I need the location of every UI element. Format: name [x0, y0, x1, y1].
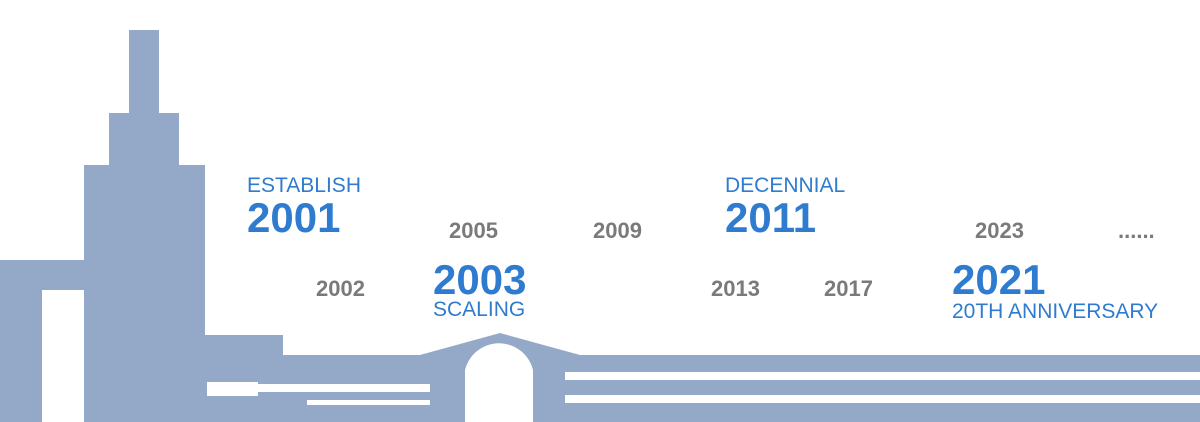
milestone-label: DECENNIAL	[725, 174, 845, 197]
year: 2002	[316, 276, 365, 301]
milestone-label: ESTABLISH	[247, 174, 361, 197]
year: 2023	[975, 218, 1024, 243]
milestone-label: 20TH ANNIVERSARY	[952, 300, 1158, 323]
milestone-year: 2003	[433, 256, 526, 303]
year: 2017	[824, 276, 873, 301]
year: 2009	[593, 218, 642, 243]
milestone-year: 2021	[952, 256, 1045, 303]
more: ......	[1118, 218, 1155, 243]
milestone-year: 2011	[725, 194, 816, 241]
milestone-label: SCALING	[433, 298, 525, 321]
milestone-year: 2001	[247, 194, 340, 241]
year: 2005	[449, 218, 498, 243]
skyline-cutouts	[42, 290, 1200, 422]
year: 2013	[711, 276, 760, 301]
